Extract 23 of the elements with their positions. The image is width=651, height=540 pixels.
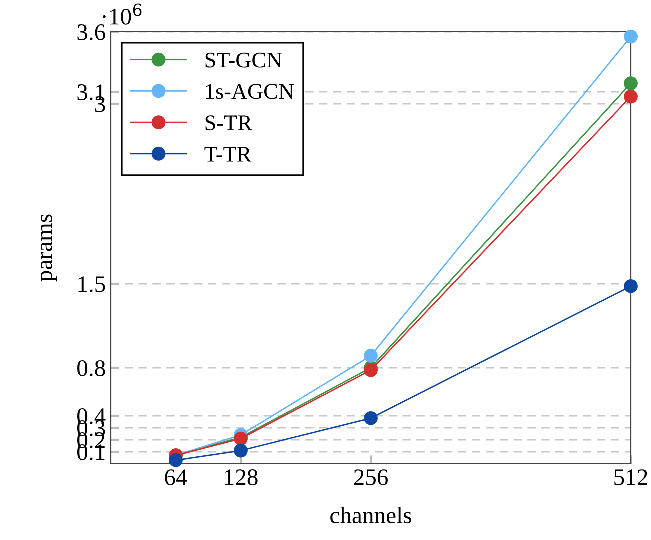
x-tick-label: 64	[165, 470, 188, 486]
y-tick-label: 0.8	[78, 360, 106, 377]
legend-label: S-TR	[206, 116, 252, 131]
point	[624, 279, 638, 294]
point	[364, 363, 378, 378]
y-axis-title: params	[41, 214, 58, 282]
legend-label: ST-GCN	[206, 52, 282, 68]
point	[624, 76, 638, 91]
legend-label: T-TR	[204, 147, 252, 162]
y-tick-label: 3.6	[78, 24, 106, 41]
point	[364, 411, 378, 426]
point	[624, 90, 638, 104]
x-axis-title: channels	[330, 506, 412, 524]
point	[234, 444, 248, 458]
legend-label: 1s-AGCN	[206, 84, 294, 100]
point	[169, 453, 183, 468]
x-tick-label: 256	[354, 470, 388, 486]
y-tick-label: 1.5	[78, 276, 106, 293]
point	[624, 30, 638, 44]
point	[364, 349, 378, 363]
x-tick-label: 512	[614, 470, 648, 486]
text: ·10$^{6}$	[103, 4, 142, 25]
x-tick-label: 128	[225, 470, 258, 486]
